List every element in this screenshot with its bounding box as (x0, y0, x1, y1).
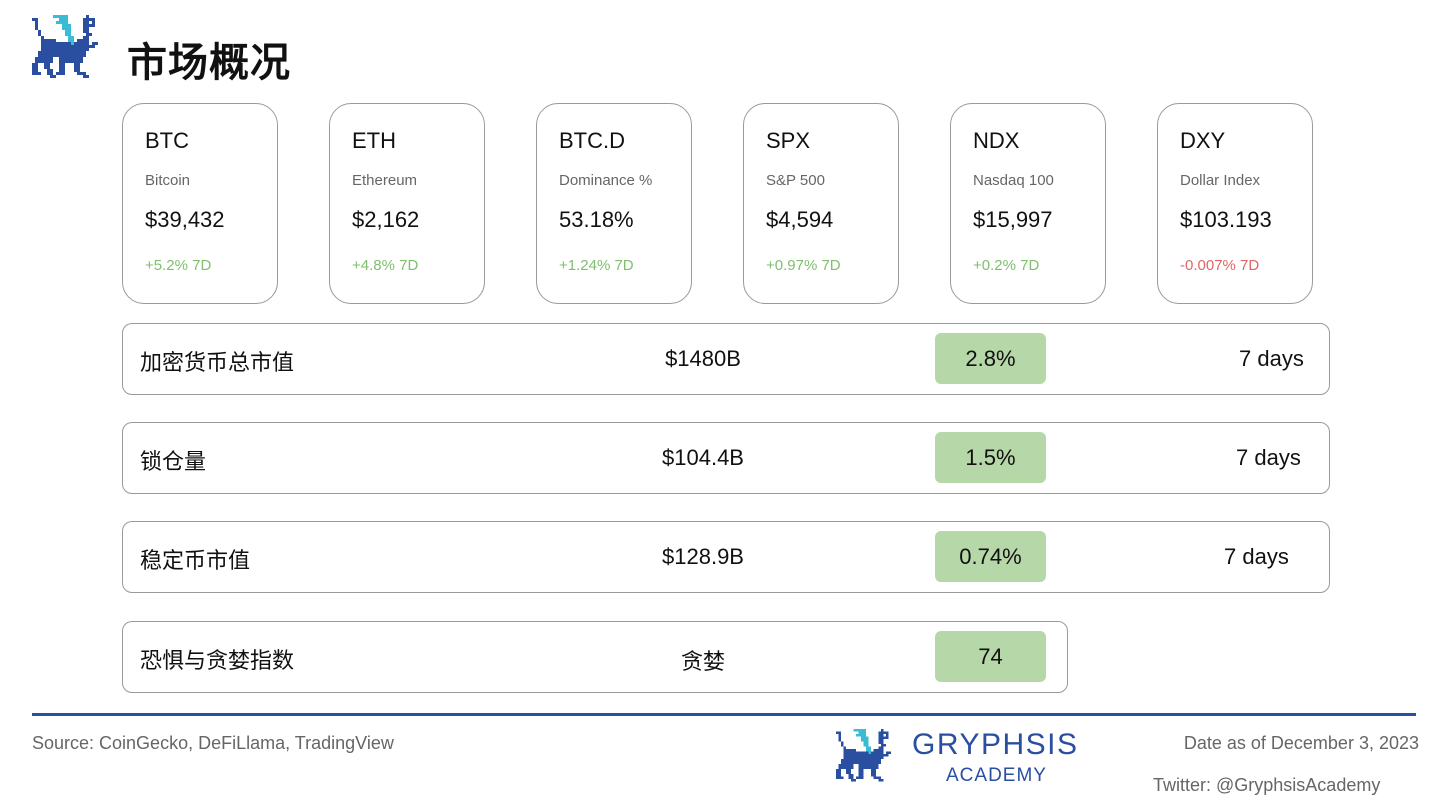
ticker-name: S&P 500 (766, 172, 825, 189)
ticker-change: +4.8% 7D (352, 257, 419, 274)
ticker-name: Dollar Index (1180, 172, 1261, 189)
ticker-change: -0.007% 7D (1180, 257, 1260, 274)
metric-index-badge: 74 (935, 631, 1046, 682)
brand-subtitle: ACADEMY (946, 765, 1047, 786)
ticker-name: Dominance % (559, 172, 653, 189)
ticker-symbol: SPX (766, 128, 811, 153)
metric-value: $1480B (665, 346, 741, 371)
metric-label: 锁仓量 (140, 450, 207, 475)
ticker-name: Nasdaq 100 (973, 172, 1054, 189)
ticker-change: +1.24% 7D (559, 257, 634, 274)
ticker-symbol: NDX (973, 128, 1020, 153)
ticker-symbol: BTC (145, 128, 189, 153)
ticker-card-btc-dominance: BTC.D Dominance % 53.18% +1.24% 7D (536, 103, 692, 304)
metric-change-badge: 1.5% (935, 432, 1046, 483)
source-note: Source: CoinGecko, DeFiLlama, TradingVie… (32, 733, 394, 753)
ticker-card-btc: BTC Bitcoin $39,432 +5.2% 7D (122, 103, 278, 304)
metric-change-badge: 2.8% (935, 333, 1046, 384)
ticker-change: +5.2% 7D (145, 257, 212, 274)
ticker-symbol: BTC.D (559, 128, 625, 153)
metric-label: 稳定币市值 (140, 549, 251, 574)
ticker-change: +0.2% 7D (973, 257, 1040, 274)
ticker-price: $2,162 (352, 207, 420, 232)
metric-value: $104.4B (662, 445, 744, 470)
ticker-card-ndx: NDX Nasdaq 100 $15,997 +0.2% 7D (950, 103, 1106, 304)
metric-label: 加密货币总市值 (140, 351, 295, 376)
ticker-name: Bitcoin (145, 172, 191, 189)
ticker-symbol: ETH (352, 128, 396, 153)
ticker-price: 53.18% (559, 207, 634, 232)
ticker-price: $39,432 (145, 207, 225, 232)
metric-value: 贪婪 (680, 650, 725, 675)
metric-row-fear-greed: 恐惧与贪婪指数 贪婪 74 (122, 621, 1068, 693)
date-note: Date as of December 3, 2023 (1183, 733, 1419, 753)
metric-period: 7 days (1224, 544, 1289, 569)
ticker-price: $103.193 (1180, 207, 1272, 232)
ticker-change: +0.97% 7D (766, 257, 841, 274)
gryphon-logo-icon (32, 15, 98, 78)
metric-period: 7 days (1236, 445, 1301, 470)
metric-change-badge: 0.74% (935, 531, 1046, 582)
metric-row-stablecoin-cap: 稳定币市值 $128.9B 0.74% 7 days (122, 521, 1330, 593)
page-title: 市场概况 (127, 40, 291, 86)
ticker-card-eth: ETH Ethereum $2,162 +4.8% 7D (329, 103, 485, 304)
footer-divider (32, 713, 1416, 716)
ticker-name: Ethereum (352, 172, 418, 189)
twitter-handle: Twitter: @GryphsisAcademy (1153, 775, 1381, 795)
ticker-price: $4,594 (766, 207, 834, 232)
gryphsis-brand-logo-icon (836, 729, 891, 782)
ticker-symbol: DXY (1180, 128, 1226, 153)
ticker-card-dxy: DXY Dollar Index $103.193 -0.007% 7D (1157, 103, 1313, 304)
metric-label: 恐惧与贪婪指数 (140, 649, 295, 674)
metric-row-tvl: 锁仓量 $104.4B 1.5% 7 days (122, 422, 1330, 494)
brand-name: GRYPHSIS (912, 728, 1079, 761)
ticker-card-spx: SPX S&P 500 $4,594 +0.97% 7D (743, 103, 899, 304)
ticker-price: $15,997 (973, 207, 1053, 232)
metric-row-crypto-market-cap: 加密货币总市值 $1480B 2.8% 7 days (122, 323, 1330, 395)
metric-value: $128.9B (662, 544, 744, 569)
metric-period: 7 days (1239, 346, 1304, 371)
